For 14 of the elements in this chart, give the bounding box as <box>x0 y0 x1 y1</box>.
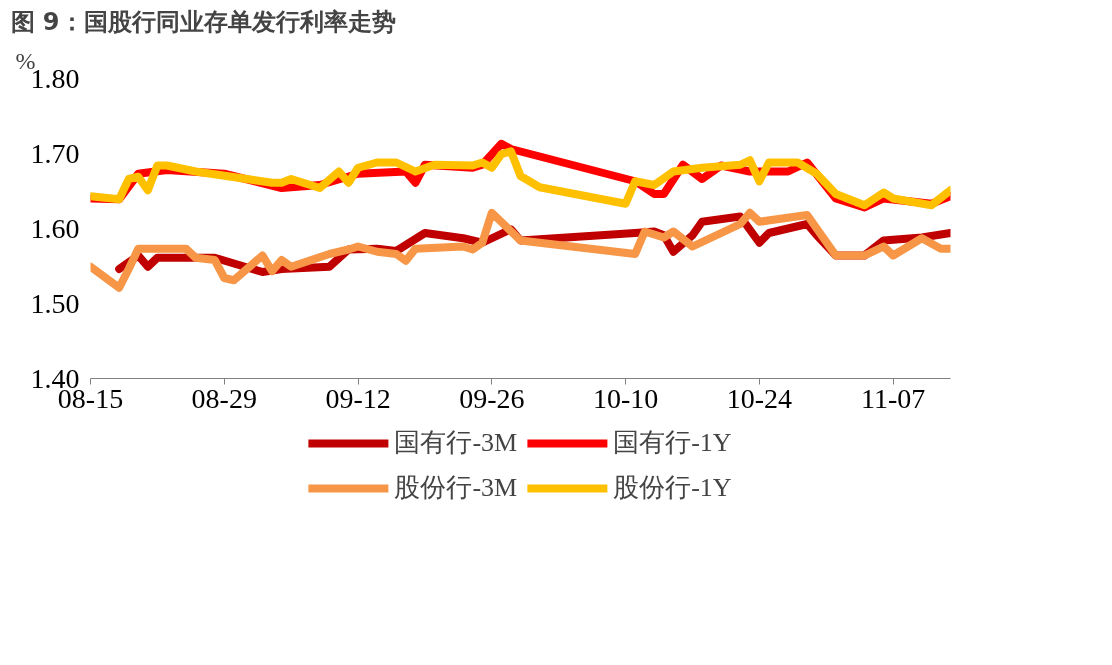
y-tick-label: 1.60 <box>30 212 80 244</box>
y-tick-label: 1.50 <box>30 287 80 319</box>
x-tick-label: 09-12 <box>325 382 391 414</box>
x-tick-label: 08-29 <box>191 382 257 414</box>
x-tick-label: 11-07 <box>861 382 926 414</box>
x-tick-label: 10-10 <box>592 382 659 414</box>
legend-label: 国有行-3M <box>394 427 518 459</box>
legend-label: 国有行-1Y <box>613 427 732 459</box>
y-tick-label: 1.70 <box>30 137 80 169</box>
legend-label: 股份行-1Y <box>613 472 732 504</box>
legend-label: 股份行-3M <box>394 472 518 504</box>
x-tick-label: 09-26 <box>459 382 525 414</box>
x-tick-label: 10-24 <box>726 382 793 414</box>
chart-title: 图 9：国股行同业存单发行利率走势 <box>10 7 396 36</box>
